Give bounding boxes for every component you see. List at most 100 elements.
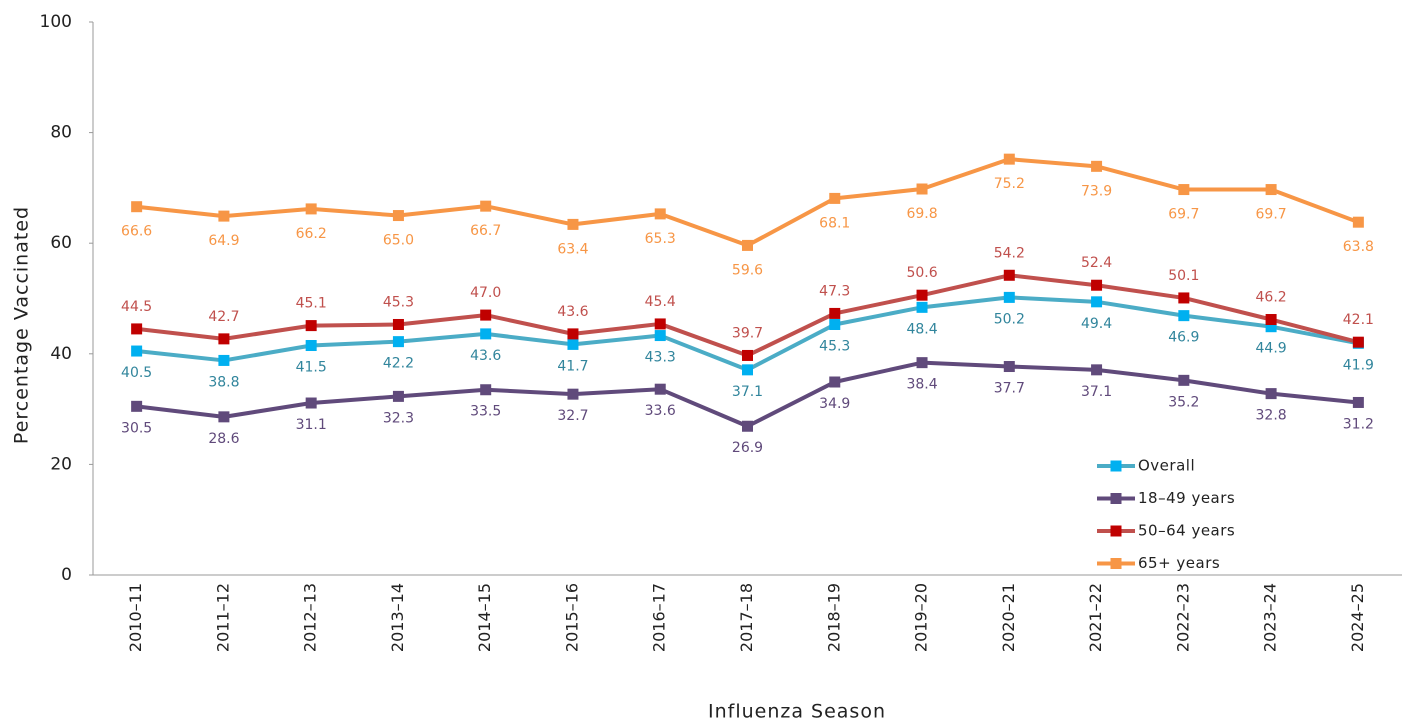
marker xyxy=(1178,374,1190,386)
marker xyxy=(567,388,579,400)
data-label: 54.2 xyxy=(994,245,1025,261)
data-label: 38.4 xyxy=(906,377,937,393)
data-label: 65.3 xyxy=(645,231,676,247)
marker xyxy=(1178,292,1190,304)
data-label: 47.3 xyxy=(819,283,850,299)
data-label: 45.4 xyxy=(645,294,676,310)
data-label: 49.4 xyxy=(1081,316,1112,332)
marker xyxy=(1265,314,1277,326)
marker xyxy=(742,420,753,432)
x-tick-label: 2017–18 xyxy=(737,583,756,652)
x-tick-label: 2013–14 xyxy=(388,583,407,652)
data-label: 66.2 xyxy=(296,226,327,242)
x-tick-label: 2016–17 xyxy=(650,583,669,652)
data-label: 32.8 xyxy=(1256,408,1287,424)
x-tick-label: 2014–15 xyxy=(475,583,494,652)
data-label: 34.9 xyxy=(819,396,850,412)
marker xyxy=(567,328,579,340)
data-label: 43.3 xyxy=(645,350,676,366)
y-tick-label: 40 xyxy=(50,344,72,364)
data-label: 41.7 xyxy=(557,358,588,374)
marker xyxy=(131,201,143,213)
data-label: 33.5 xyxy=(470,404,501,420)
data-label: 37.1 xyxy=(732,384,763,400)
x-tick-label: 2015–16 xyxy=(562,583,581,652)
y-tick-label: 20 xyxy=(50,454,72,474)
data-label: 45.3 xyxy=(819,338,850,354)
legend-label: 65+ years xyxy=(1138,554,1220,572)
marker xyxy=(1352,216,1364,228)
x-tick-label: 2011–12 xyxy=(213,583,232,652)
marker xyxy=(131,345,143,357)
x-tick-label: 2019–20 xyxy=(912,583,931,652)
data-label: 26.9 xyxy=(732,440,763,456)
data-label: 48.4 xyxy=(906,321,937,337)
legend-label: 18–49 years xyxy=(1138,489,1235,507)
data-label: 47.0 xyxy=(470,285,501,301)
marker xyxy=(392,210,404,222)
data-label: 66.7 xyxy=(470,223,501,239)
data-label: 50.1 xyxy=(1168,268,1199,284)
marker xyxy=(1091,160,1103,172)
marker xyxy=(218,354,230,366)
data-label: 39.7 xyxy=(732,325,763,341)
data-label: 42.2 xyxy=(383,356,414,372)
marker xyxy=(305,340,317,352)
marker xyxy=(480,328,492,340)
marker xyxy=(829,318,841,330)
data-label: 43.6 xyxy=(470,348,501,364)
data-label: 59.6 xyxy=(732,262,763,278)
data-label: 41.9 xyxy=(1343,357,1374,373)
x-tick-label: 2018–19 xyxy=(824,583,843,652)
data-label: 75.2 xyxy=(994,176,1025,192)
marker xyxy=(567,218,579,230)
data-label: 37.1 xyxy=(1081,384,1112,400)
data-label: 40.5 xyxy=(121,365,152,381)
data-label: 45.3 xyxy=(383,294,414,310)
marker xyxy=(480,200,492,212)
data-label: 32.3 xyxy=(383,410,414,426)
marker xyxy=(654,208,666,220)
marker xyxy=(218,333,230,345)
data-label: 45.1 xyxy=(296,296,327,312)
marker xyxy=(305,203,317,215)
marker xyxy=(1265,388,1277,400)
data-label: 42.7 xyxy=(208,309,239,325)
marker xyxy=(392,318,404,330)
data-label: 31.1 xyxy=(296,417,327,433)
marker xyxy=(392,390,404,402)
data-label: 32.7 xyxy=(557,408,588,424)
data-label: 38.8 xyxy=(208,374,239,390)
data-label: 69.8 xyxy=(906,206,937,222)
marker xyxy=(392,336,404,348)
marker xyxy=(1352,396,1364,408)
marker xyxy=(742,239,753,251)
marker xyxy=(1003,361,1015,373)
marker xyxy=(654,383,666,395)
y-tick-label: 0 xyxy=(61,565,72,585)
marker xyxy=(131,323,143,335)
y-axis-title: Percentage Vaccinated xyxy=(11,206,33,444)
marker xyxy=(916,357,928,369)
x-tick-label: 2010–11 xyxy=(126,583,145,652)
marker xyxy=(1265,184,1277,196)
legend-swatch-marker xyxy=(1110,558,1122,569)
data-label: 69.7 xyxy=(1168,207,1199,223)
x-tick-label: 2012–13 xyxy=(301,583,320,652)
marker xyxy=(1091,296,1103,308)
data-label: 37.7 xyxy=(994,381,1025,397)
data-label: 66.6 xyxy=(121,224,152,240)
legend-swatch-marker xyxy=(1110,493,1122,504)
data-label: 41.5 xyxy=(296,360,327,376)
marker xyxy=(742,364,753,376)
legend-label: 50–64 years xyxy=(1138,522,1235,540)
x-tick-label: 2021–22 xyxy=(1086,583,1105,652)
data-label: 44.9 xyxy=(1256,341,1287,357)
marker xyxy=(131,400,143,412)
data-label: 46.2 xyxy=(1256,290,1287,306)
marker xyxy=(480,309,492,321)
legend-label: Overall xyxy=(1138,457,1195,475)
data-label: 43.6 xyxy=(557,304,588,320)
data-label: 30.5 xyxy=(121,420,152,436)
